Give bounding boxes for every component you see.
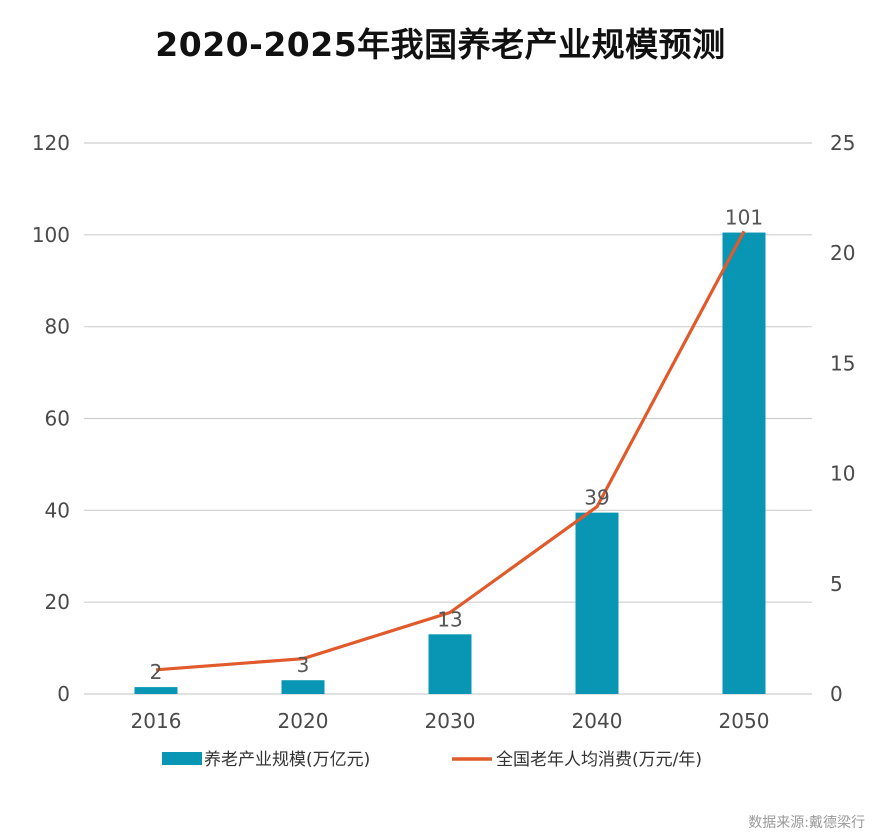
x-tick-label: 2030 <box>425 709 476 733</box>
y-left-tick-label: 0 <box>57 682 70 706</box>
data-label-2040: 39 <box>584 486 609 510</box>
data-label-2030: 13 <box>437 607 462 631</box>
data-labels: 2 3 13 39 101 <box>150 206 763 685</box>
y-right-tick-label: 15 <box>830 351 855 375</box>
y-axis-left: 0 20 40 60 80 100 120 <box>32 131 70 706</box>
x-tick-label: 2020 <box>278 709 329 733</box>
y-right-tick-label: 10 <box>830 462 855 486</box>
y-right-tick-label: 25 <box>830 131 855 155</box>
x-tick-label: 2040 <box>572 709 623 733</box>
data-label-2020: 3 <box>297 653 310 677</box>
line-consumption <box>155 230 746 672</box>
bar-2016 <box>134 687 178 694</box>
bar-2050 <box>722 232 766 694</box>
source-note: 数据来源:戴德梁行 <box>748 815 865 831</box>
page-title: 2020-2025年我国养老产业规模预测 <box>155 25 726 64</box>
x-axis: 2016 2020 2030 2040 2050 <box>131 709 770 733</box>
legend-label-line: 全国老年人均消费(万元/年) <box>496 750 702 770</box>
y-axis-right: 0 5 10 15 20 25 <box>830 131 855 706</box>
y-left-tick-label: 20 <box>45 590 70 614</box>
y-left-tick-label: 120 <box>32 131 70 155</box>
legend: 养老产业规模(万亿元) 全国老年人均消费(万元/年) <box>162 750 702 770</box>
legend-label-bar: 养老产业规模(万亿元) <box>204 750 370 770</box>
x-tick-label: 2050 <box>719 709 770 733</box>
y-left-tick-label: 40 <box>45 498 70 522</box>
y-right-tick-label: 20 <box>830 241 855 265</box>
bar-2040 <box>575 512 619 694</box>
y-right-tick-label: 0 <box>830 682 843 706</box>
data-label-2016: 2 <box>150 660 163 684</box>
y-right-tick-label: 5 <box>830 572 843 596</box>
data-label-2050: 101 <box>725 206 763 230</box>
gridlines <box>84 142 812 695</box>
bar-2030 <box>428 634 472 694</box>
legend-swatch-bar <box>162 752 202 765</box>
x-tick-label: 2016 <box>131 709 182 733</box>
y-left-tick-label: 100 <box>32 223 70 247</box>
y-left-tick-label: 80 <box>45 315 70 339</box>
y-left-tick-label: 60 <box>45 407 70 431</box>
bar-2020 <box>281 680 325 694</box>
line-series <box>155 230 746 672</box>
bar-series <box>134 232 766 694</box>
